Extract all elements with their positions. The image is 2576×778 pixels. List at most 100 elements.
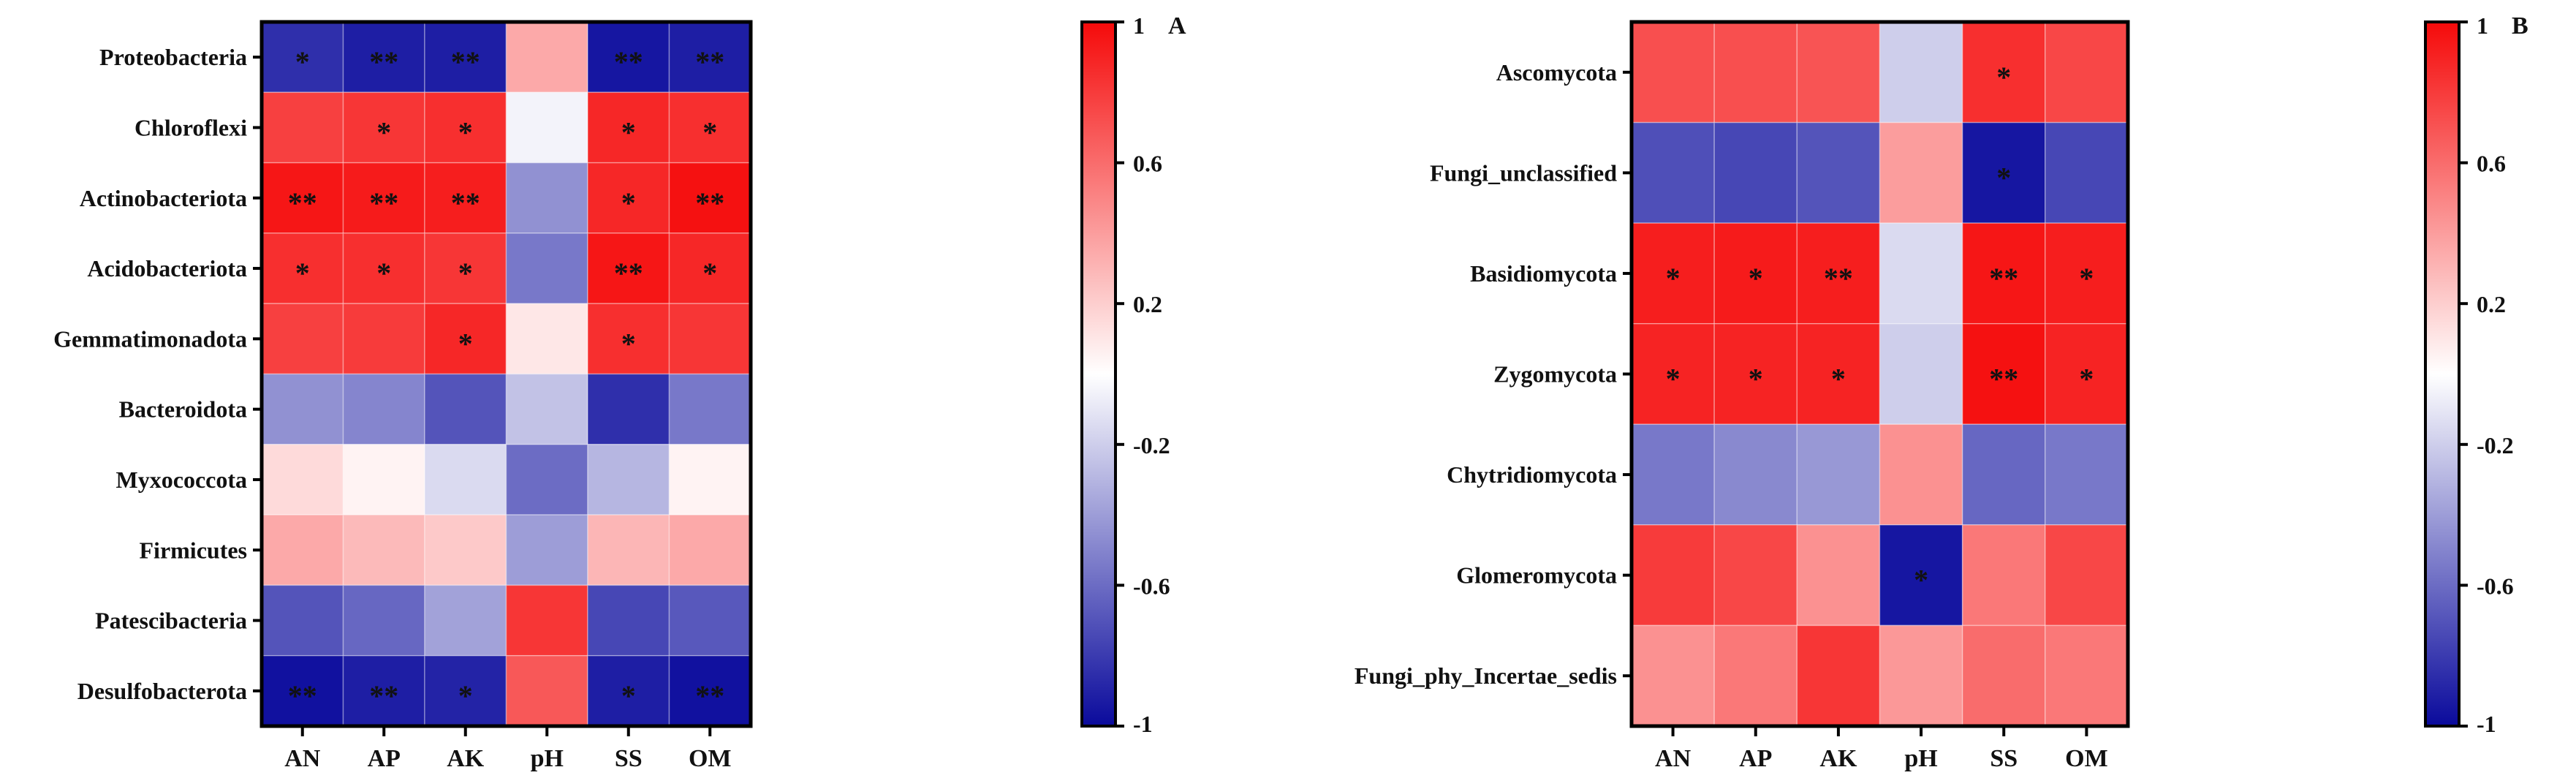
heatmap-cell <box>1879 21 1963 124</box>
panel-label: B <box>2512 12 2528 39</box>
row-label: Desulfobacterota <box>77 678 247 704</box>
heatmap-cell <box>261 162 344 234</box>
heatmap-cell <box>1713 121 1798 224</box>
heatmap-cell <box>1796 21 1881 124</box>
heatmap-cell <box>261 373 344 445</box>
colorbar <box>1080 20 1117 728</box>
heatmap-cell <box>2045 624 2129 727</box>
significance-marker: ** <box>369 45 398 78</box>
heatmap-cell <box>587 444 670 515</box>
significance-marker: ** <box>369 679 398 712</box>
colorbar-tick-label: -0.6 <box>2477 573 2514 599</box>
row-label: Actinobacteriota <box>80 185 247 211</box>
heatmap-cell <box>505 444 588 515</box>
heatmap-cell <box>1796 322 1881 426</box>
significance-marker: ** <box>614 257 643 290</box>
significance-marker: * <box>2079 262 2094 295</box>
heatmap-cell <box>1796 423 1881 526</box>
heatmap-cell <box>261 303 344 375</box>
heatmap-cell <box>2045 322 2129 426</box>
colorbar-tick-label: -0.6 <box>1133 573 1170 599</box>
heatmap-cell <box>1961 322 2046 426</box>
significance-marker: ** <box>451 186 480 219</box>
significance-marker: * <box>458 116 473 148</box>
row-label: Acidobacteriota <box>87 255 247 282</box>
panel-label: A <box>1168 12 1186 39</box>
row-label: Fungi_unclassified <box>1430 159 1617 186</box>
heatmap-cell <box>505 654 588 727</box>
row-label: Chytridiomycota <box>1447 461 1617 488</box>
row-label: Fungi_phy_Incertae_sedis <box>1355 662 1617 689</box>
heatmap-cell <box>261 584 344 657</box>
heatmap-cell <box>505 162 588 234</box>
row-label: Gemmatimonadota <box>53 325 247 352</box>
heatmap-cell <box>1879 524 1963 627</box>
heatmap-cell <box>587 514 670 586</box>
heatmap-cell <box>424 444 507 515</box>
significance-marker: ** <box>695 186 724 219</box>
heatmap-cell <box>261 91 344 164</box>
heatmap-cell <box>2045 121 2129 224</box>
significance-marker: * <box>702 116 717 148</box>
heatmap-cell <box>1713 624 1798 727</box>
row-label: Glomeromycota <box>1456 562 1617 589</box>
column-label: pH <box>531 745 564 772</box>
heatmap-cell <box>424 162 507 234</box>
heatmap-cell <box>668 444 751 515</box>
heatmap-cell <box>1961 121 2046 224</box>
heatmap-cell <box>1961 524 2046 627</box>
heatmap-cell <box>1631 322 1715 426</box>
heatmap-cell <box>2045 524 2129 627</box>
column-label: AP <box>368 745 401 772</box>
heatmap-cell <box>1796 222 1881 325</box>
heatmap-cell <box>505 233 588 304</box>
heatmap-cell <box>668 303 751 375</box>
column-label: OM <box>2065 745 2108 772</box>
heatmap-cell <box>1879 222 1963 325</box>
colorbar-tick-label: 0.2 <box>1133 291 1162 317</box>
significance-marker: * <box>458 327 473 360</box>
heatmap-cell <box>1961 423 2046 526</box>
heatmap-cell <box>1879 624 1963 727</box>
colorbar-tick-label: 1 <box>1133 12 1145 39</box>
heatmap-cell <box>1713 222 1798 325</box>
significance-marker: * <box>1749 363 1763 396</box>
significance-marker: * <box>295 45 310 78</box>
heatmap-cell <box>261 654 344 727</box>
significance-marker: * <box>1996 61 2011 94</box>
heatmap-cell <box>342 444 425 515</box>
heatmap-cell <box>1879 322 1963 426</box>
row-label: Proteobacteria <box>99 44 247 70</box>
heatmap-cell <box>505 303 588 375</box>
row-label: Basidiomycota <box>1470 260 1617 287</box>
row-label: Firmicutes <box>140 537 248 563</box>
heatmap-cell <box>1713 524 1798 627</box>
heatmap-cell <box>505 373 588 445</box>
heatmap-cell <box>1631 624 1715 727</box>
column-label: AK <box>447 745 485 772</box>
significance-marker: ** <box>1989 262 2018 295</box>
significance-marker: * <box>621 327 636 360</box>
column-label: AN <box>1655 745 1692 772</box>
significance-marker: ** <box>369 186 398 219</box>
heatmap-cell <box>587 654 670 727</box>
heatmap-cell <box>1879 423 1963 526</box>
heatmap-cell <box>1713 423 1798 526</box>
significance-marker: ** <box>1824 262 1853 295</box>
significance-marker: * <box>376 257 391 290</box>
column-label: AK <box>1819 745 1857 772</box>
heatmap-cell <box>668 233 751 304</box>
heatmap-cell <box>1796 121 1881 224</box>
heatmap-cell <box>342 91 425 164</box>
significance-marker: * <box>458 257 473 290</box>
heatmap-cell <box>668 514 751 586</box>
heatmap-cell <box>2045 21 2129 124</box>
significance-marker: * <box>376 116 391 148</box>
heatmap-cell <box>424 514 507 586</box>
heatmap-cell <box>1961 624 2046 727</box>
heatmap-cell <box>587 21 670 94</box>
heatmap-cell <box>2045 222 2129 325</box>
heatmap-cell <box>1631 524 1715 627</box>
colorbar-tick-label: -1 <box>1133 711 1153 737</box>
